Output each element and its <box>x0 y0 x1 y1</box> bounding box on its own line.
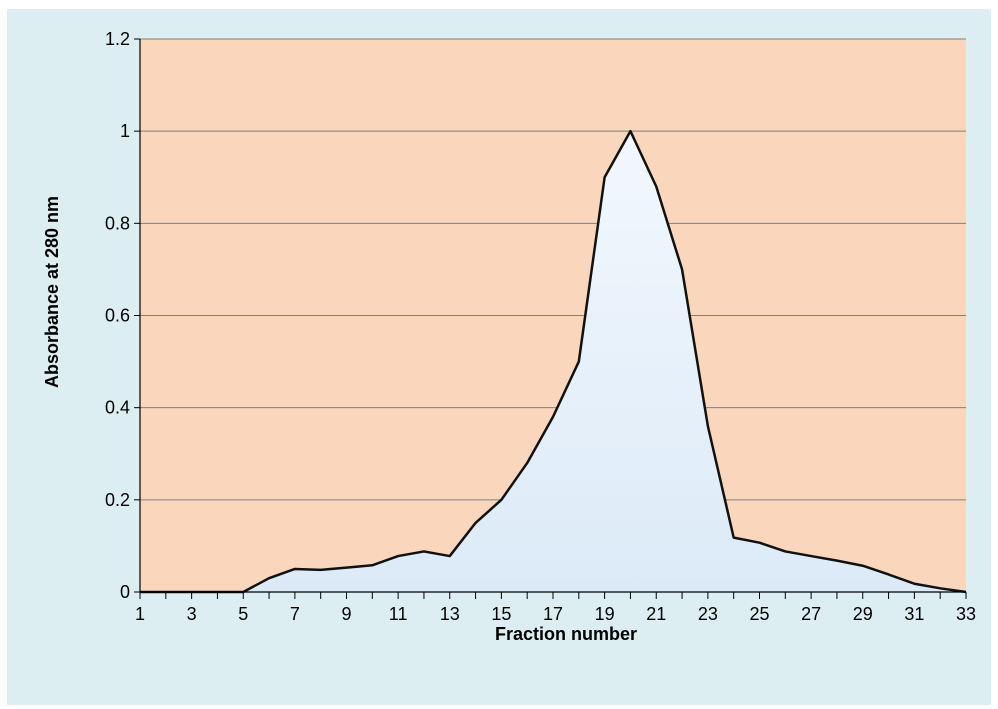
x-tick-label: 1 <box>135 604 145 624</box>
x-tick-label: 13 <box>440 604 460 624</box>
y-tick-label: 1.2 <box>105 29 130 49</box>
x-tick-label: 27 <box>801 604 821 624</box>
area-fill <box>140 131 966 593</box>
x-tick-label: 3 <box>187 604 197 624</box>
y-tick-label: 0.6 <box>105 306 130 326</box>
x-tick-label: 23 <box>698 604 718 624</box>
y-axis-tick-labels: 0 0.2 0.4 0.6 0.8 1 1.2 <box>105 29 140 602</box>
x-tick-label: 15 <box>491 604 511 624</box>
x-tick-label: 29 <box>853 604 873 624</box>
x-axis-tick-labels: 1 3 5 7 9 11 13 15 17 19 21 23 25 27 29 31 33 <box>135 604 976 624</box>
y-tick-label: 0 <box>120 582 130 602</box>
x-tick-label: 25 <box>749 604 769 624</box>
area-outline <box>140 129 967 594</box>
x-tick-label: 17 <box>543 604 563 624</box>
x-tick-label: 19 <box>595 604 615 624</box>
x-tick-label: 31 <box>904 604 924 624</box>
y-axis-title: Absorbance at 280 nm <box>42 196 62 388</box>
x-tick-label: 21 <box>646 604 666 624</box>
x-tick-label: 11 <box>389 604 408 624</box>
x-tick-label: 5 <box>238 604 248 624</box>
y-tick-label: 0.8 <box>105 213 130 233</box>
x-tick-label: 33 <box>956 604 976 624</box>
x-axis-title: Fraction number <box>495 624 637 644</box>
x-tick-label: 9 <box>341 604 351 624</box>
x-tick-label: 7 <box>290 604 300 624</box>
y-tick-label: 0.2 <box>105 490 130 510</box>
y-tick-label: 0.4 <box>105 398 130 418</box>
area-series <box>140 129 967 594</box>
y-tick-label: 1 <box>120 121 130 141</box>
